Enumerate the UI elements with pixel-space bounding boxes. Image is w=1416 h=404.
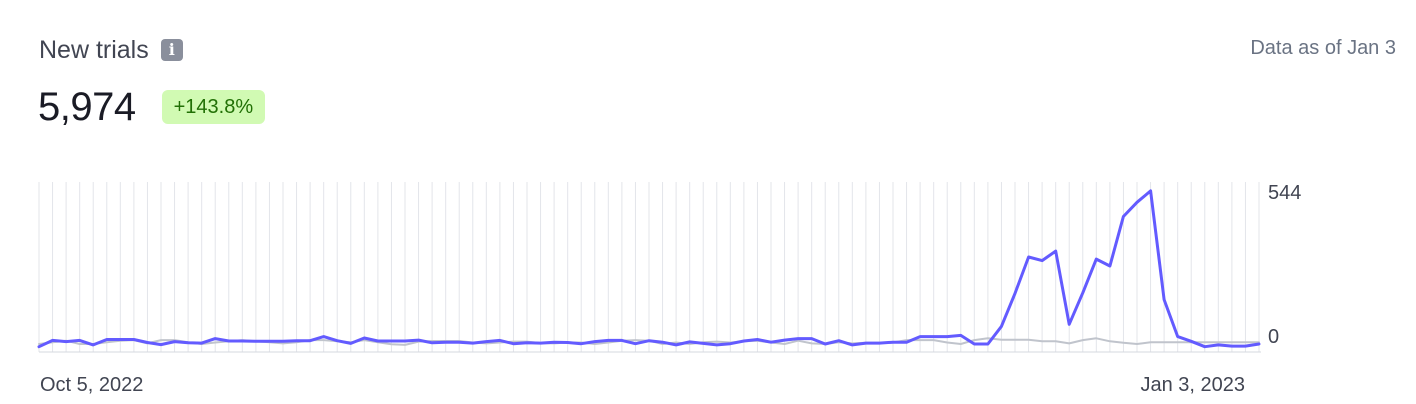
x-label-end: Jan 3, 2023 bbox=[1140, 374, 1245, 396]
grid-lines bbox=[39, 182, 1259, 352]
y-tick-zero: 0 bbox=[1268, 326, 1279, 348]
y-tick-max: 544 bbox=[1268, 182, 1301, 204]
x-label-start: Oct 5, 2022 bbox=[40, 374, 143, 396]
